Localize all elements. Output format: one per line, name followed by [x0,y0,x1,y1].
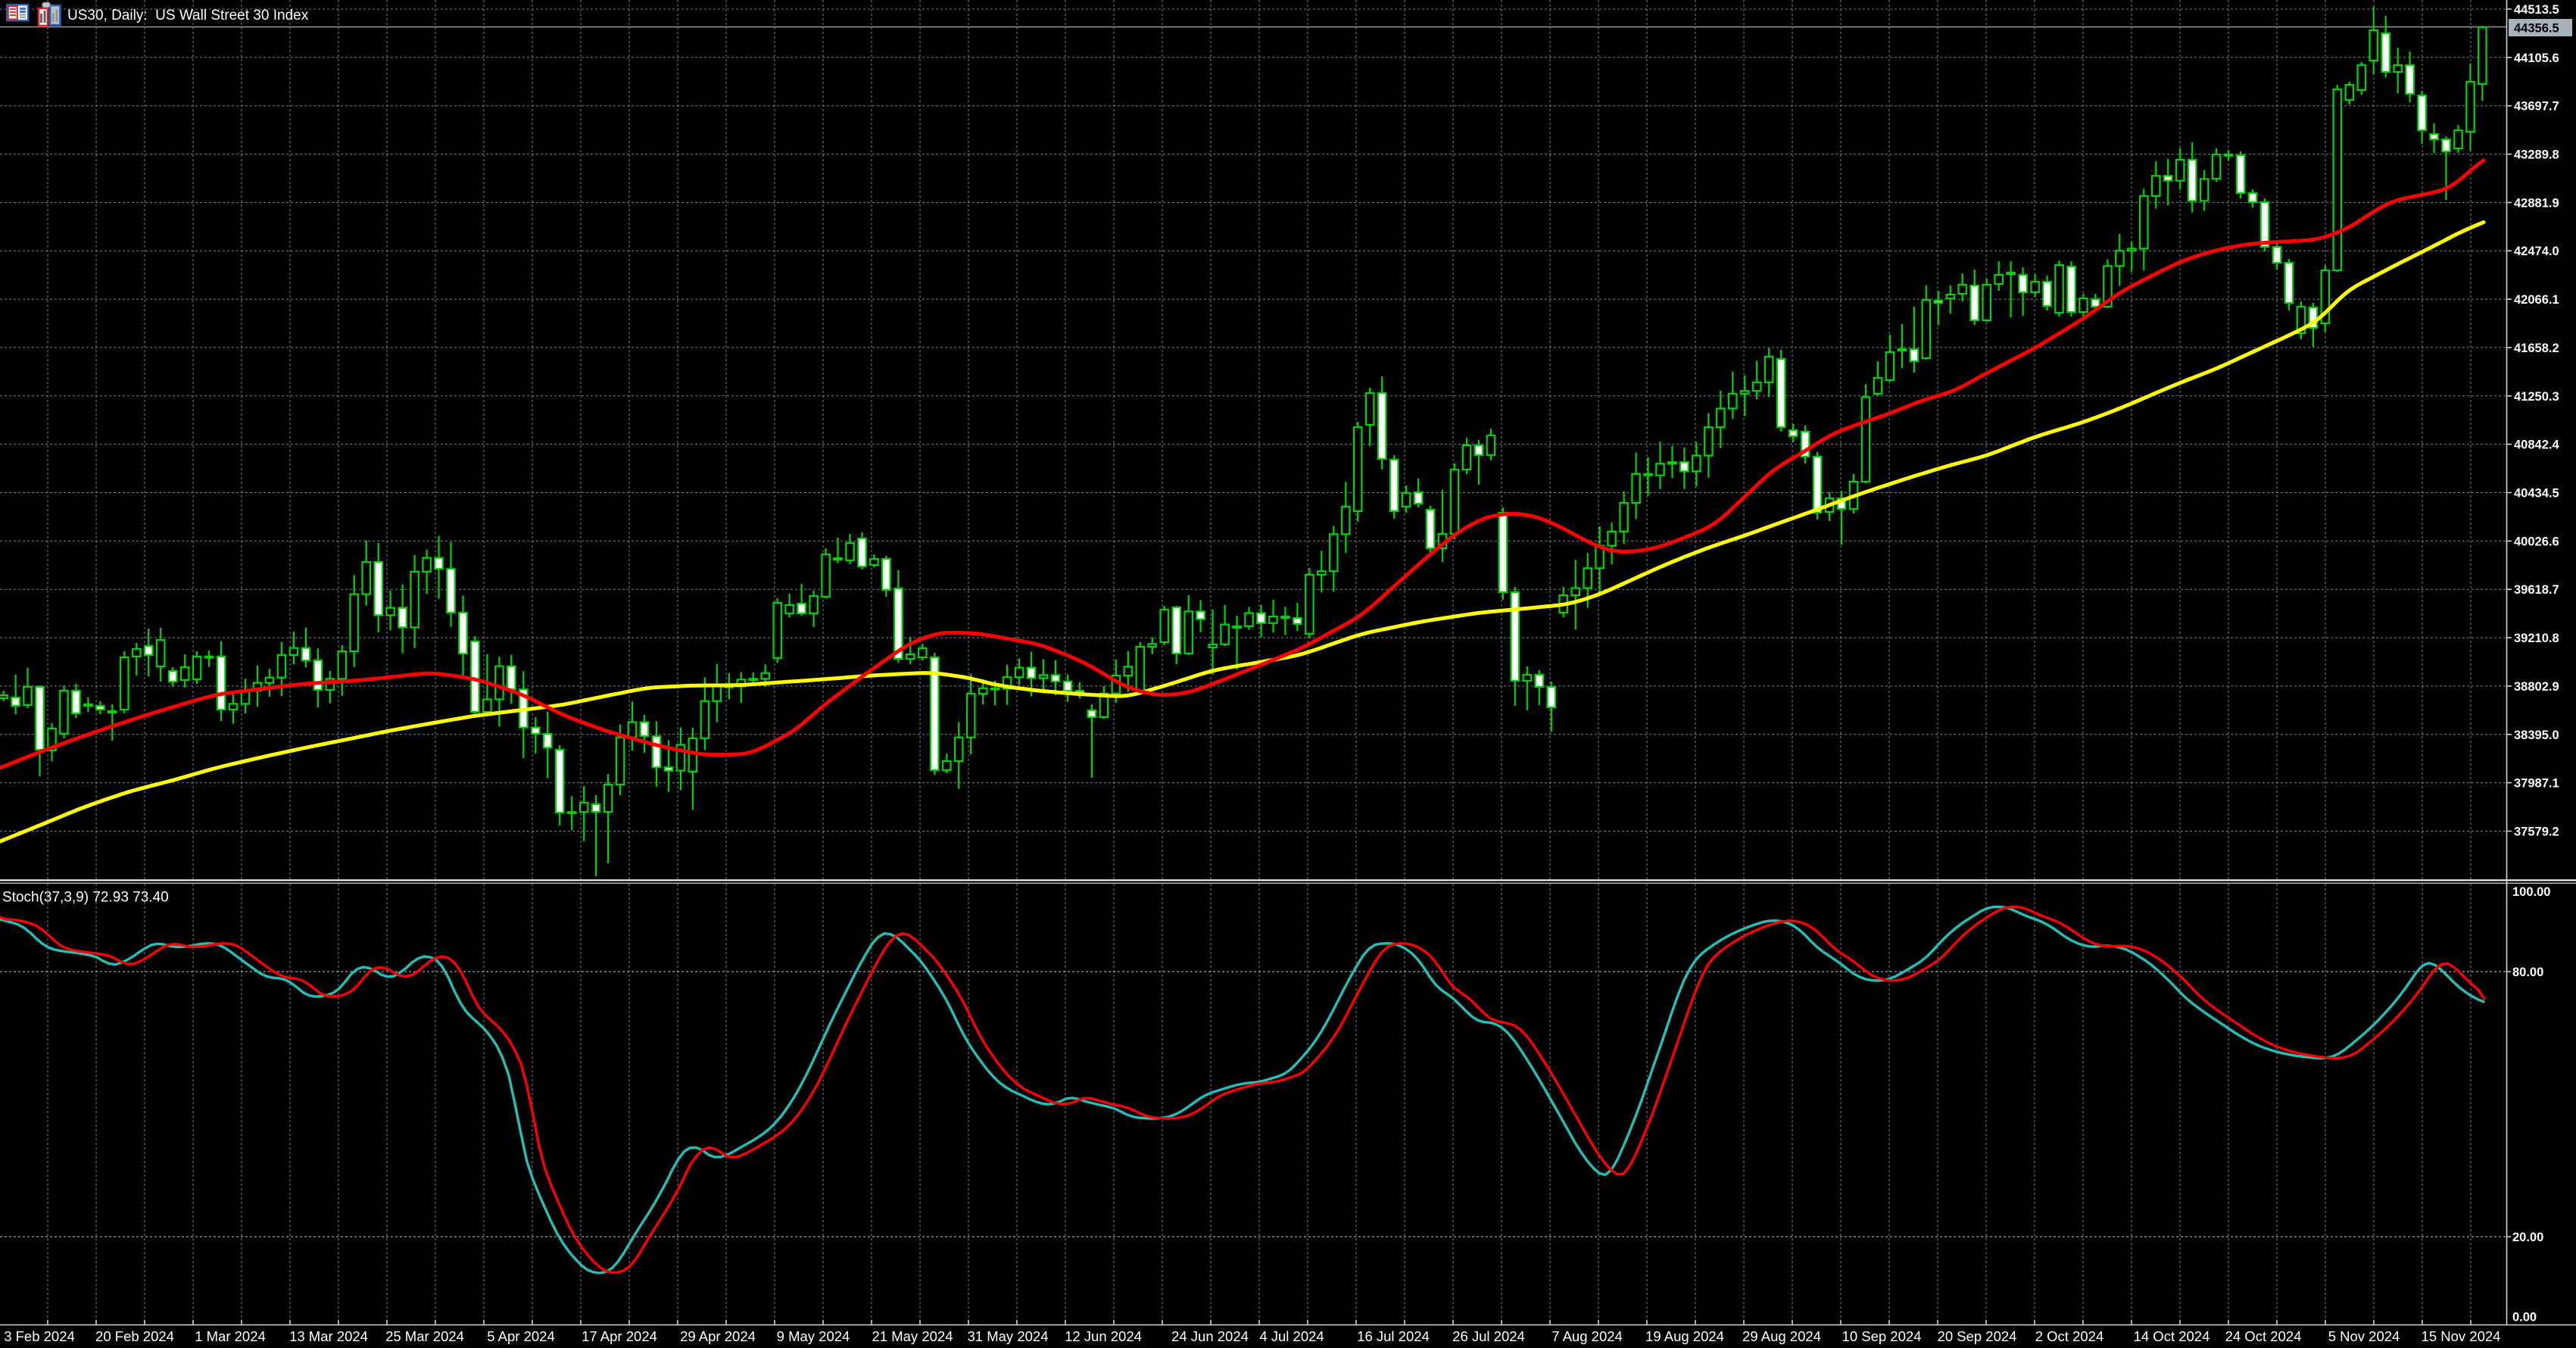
svg-text:42881.9: 42881.9 [2514,196,2559,210]
svg-text:1 Mar 2024: 1 Mar 2024 [195,1328,266,1344]
svg-text:14 Oct 2024: 14 Oct 2024 [2134,1328,2210,1344]
svg-text:31 May 2024: 31 May 2024 [968,1328,1049,1344]
svg-text:40026.6: 40026.6 [2514,535,2559,548]
svg-text:19 Aug 2024: 19 Aug 2024 [1645,1328,1724,1344]
svg-text:40842.4: 40842.4 [2514,438,2559,452]
svg-text:41250.3: 41250.3 [2514,390,2559,404]
svg-text:25 Mar 2024: 25 Mar 2024 [385,1328,464,1344]
svg-text:80.00: 80.00 [2512,966,2543,979]
svg-text:44356.5: 44356.5 [2514,22,2559,36]
svg-text:13 Mar 2024: 13 Mar 2024 [289,1328,368,1344]
svg-text:44513.5: 44513.5 [2514,3,2559,17]
svg-text:40434.5: 40434.5 [2514,487,2559,501]
svg-text:24 Jun 2024: 24 Jun 2024 [1171,1328,1249,1344]
svg-text:0.00: 0.00 [2512,1311,2537,1325]
svg-text:US30, Daily: US Wall Street 3: US30, Daily: US Wall Street 30 Index [67,8,309,23]
svg-text:26 Jul 2024: 26 Jul 2024 [1452,1328,1525,1344]
svg-text:20.00: 20.00 [2512,1231,2543,1244]
svg-text:42066.1: 42066.1 [2514,293,2559,307]
svg-text:16 Jul 2024: 16 Jul 2024 [1357,1328,1430,1344]
svg-text:100.00: 100.00 [2512,885,2550,899]
svg-text:43289.8: 43289.8 [2514,148,2559,162]
svg-text:37987.1: 37987.1 [2514,777,2559,791]
svg-text:17 Apr 2024: 17 Apr 2024 [582,1328,657,1344]
svg-text:10 Sep 2024: 10 Sep 2024 [1842,1328,1922,1344]
svg-text:24 Oct 2024: 24 Oct 2024 [2225,1328,2302,1344]
svg-text:41658.2: 41658.2 [2514,342,2559,355]
svg-text:5 Nov 2024: 5 Nov 2024 [2328,1328,2400,1344]
svg-text:37579.2: 37579.2 [2514,825,2559,839]
svg-text:39210.8: 39210.8 [2514,632,2559,645]
svg-text:39618.7: 39618.7 [2514,583,2559,597]
svg-text:42474.0: 42474.0 [2514,245,2559,258]
svg-text:38802.9: 38802.9 [2514,680,2559,694]
svg-text:44105.6: 44105.6 [2514,51,2559,65]
svg-text:29 Aug 2024: 29 Aug 2024 [1742,1328,1821,1344]
svg-text:7 Aug 2024: 7 Aug 2024 [1552,1328,1623,1344]
svg-text:20 Feb 2024: 20 Feb 2024 [95,1328,174,1344]
svg-text:4 Jul 2024: 4 Jul 2024 [1259,1328,1324,1344]
svg-text:20 Sep 2024: 20 Sep 2024 [1938,1328,2017,1344]
svg-text:5 Apr 2024: 5 Apr 2024 [487,1328,555,1344]
svg-text:38395.0: 38395.0 [2514,729,2559,742]
svg-text:15 Nov 2024: 15 Nov 2024 [2422,1328,2501,1344]
svg-text:21 May 2024: 21 May 2024 [872,1328,953,1344]
svg-text:29 Apr 2024: 29 Apr 2024 [680,1328,756,1344]
svg-text:2 Oct 2024: 2 Oct 2024 [2035,1328,2104,1344]
svg-text:3 Feb 2024: 3 Feb 2024 [4,1328,75,1344]
svg-text:Stoch(37,3,9) 72.93 73.40: Stoch(37,3,9) 72.93 73.40 [2,890,169,906]
svg-text:9 May 2024: 9 May 2024 [777,1328,850,1344]
svg-text:43697.7: 43697.7 [2514,100,2559,114]
svg-text:12 Jun 2024: 12 Jun 2024 [1065,1328,1142,1344]
